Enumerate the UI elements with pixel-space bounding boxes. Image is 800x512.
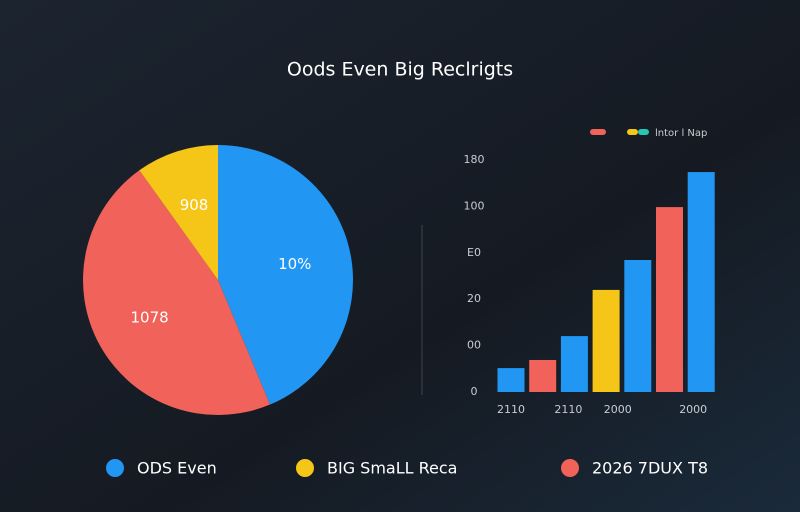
legend-label: BIG SmaLL Reca [327,459,457,478]
y-tick-label: E0 [467,246,481,259]
x-tick-label: 2110 [497,403,525,416]
legend-swatch [561,459,579,477]
bar [529,359,557,392]
y-tick-label: 100 [464,199,485,212]
slice-label: 1078 [131,309,169,327]
legend-label: lntor l Nap [655,128,707,139]
slice-label: 10% [278,255,311,273]
pie-slice [83,170,271,415]
chart-title: Oods Even Big Reclrigts [287,59,513,81]
pie-slice [218,145,353,405]
legend-swatch [590,129,606,135]
bar [560,336,588,392]
bar [687,172,715,392]
legend-label: ODS Even [137,459,217,478]
y-tick-label: 0 [471,385,478,398]
legend-swatch [627,129,638,135]
bar [497,368,525,392]
bar [592,289,620,392]
x-tick-label: 2000 [604,403,632,416]
slice-label: 908 [180,196,209,214]
y-tick-label: 180 [464,153,485,166]
bar [624,259,652,392]
x-tick-label: 2110 [554,403,582,416]
x-tick-label: 2000 [679,403,707,416]
legend-swatch [106,459,124,477]
legend-label: 2026 7DUX T8 [592,459,708,478]
pie-slice [139,145,218,280]
legend-swatch [638,129,649,135]
bar [656,207,683,392]
y-tick-label: 20 [467,292,481,305]
y-tick-label: 00 [467,339,481,352]
legend-swatch [296,459,314,477]
